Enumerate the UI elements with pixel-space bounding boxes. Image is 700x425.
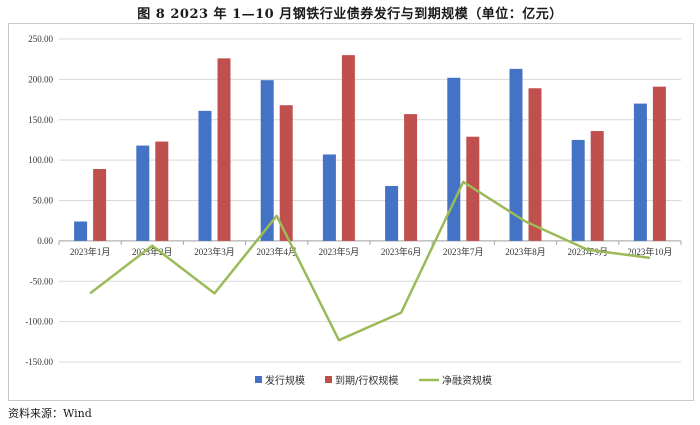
bar-issuance (322, 154, 336, 241)
y-tick-label: -100.00 (25, 317, 53, 327)
x-tick-label: 2023年3月 (194, 246, 235, 257)
y-tick-label: 100.00 (28, 155, 53, 165)
bar-maturity (528, 88, 542, 241)
bar-maturity (590, 131, 604, 241)
source-note: 资料来源：Wind (8, 407, 92, 420)
legend-label: 到期/行权规模 (335, 374, 398, 387)
bar-maturity (279, 105, 293, 241)
legend-swatch-issuance (255, 376, 262, 383)
legend-label: 发行规模 (265, 374, 305, 387)
legend-label: 净融资规模 (442, 374, 492, 387)
y-tick-label: -50.00 (30, 276, 54, 286)
x-tick-label: 2023年9月 (567, 246, 608, 257)
legend-swatch-maturity (325, 376, 332, 383)
bar-issuance (447, 77, 461, 241)
chart-title: 图 8 2023 年 1—10 月钢铁行业债券发行与到期规模（单位：亿元） (137, 7, 563, 22)
y-tick-label: 50.00 (33, 196, 54, 206)
y-tick-label: 0.00 (37, 236, 53, 246)
bar-issuance (509, 68, 523, 241)
bar-issuance (198, 110, 212, 241)
y-tick-label: -150.00 (25, 357, 53, 367)
y-tick-label: 150.00 (28, 115, 53, 125)
x-tick-label: 2023年10月 (627, 246, 672, 257)
x-tick-label: 2023年1月 (70, 246, 111, 257)
bar-maturity (217, 58, 231, 241)
bar-maturity (404, 114, 418, 241)
x-tick-label: 2023年5月 (319, 246, 360, 257)
bar-maturity (652, 86, 666, 241)
bar-issuance (136, 145, 150, 241)
bar-issuance (385, 185, 399, 241)
bar-issuance (74, 221, 88, 241)
bar-maturity (155, 141, 169, 241)
bar-issuance (571, 139, 585, 241)
chart-frame: 250.00 200.00 150.00 100.00 50.00 0.00 -50.00 -… (8, 23, 694, 401)
bar-maturity (93, 169, 107, 241)
bar-maturity (341, 55, 355, 241)
y-tick-label: 250.00 (28, 34, 53, 44)
bar-issuance (633, 103, 647, 241)
chart-svg: 250.00 200.00 150.00 100.00 50.00 0.00 -50.00 -… (25, 34, 682, 387)
x-tick-label: 2023年6月 (381, 246, 422, 257)
x-tick-label: 2023年8月 (505, 246, 546, 257)
line-net-financing (89, 180, 651, 342)
y-tick-label: 200.00 (28, 74, 53, 84)
bar-issuance (260, 80, 274, 241)
x-tick-label: 2023年2月 (132, 246, 173, 257)
x-tick-label: 2023年7月 (443, 246, 484, 257)
x-tick-label: 2023年4月 (256, 246, 297, 257)
